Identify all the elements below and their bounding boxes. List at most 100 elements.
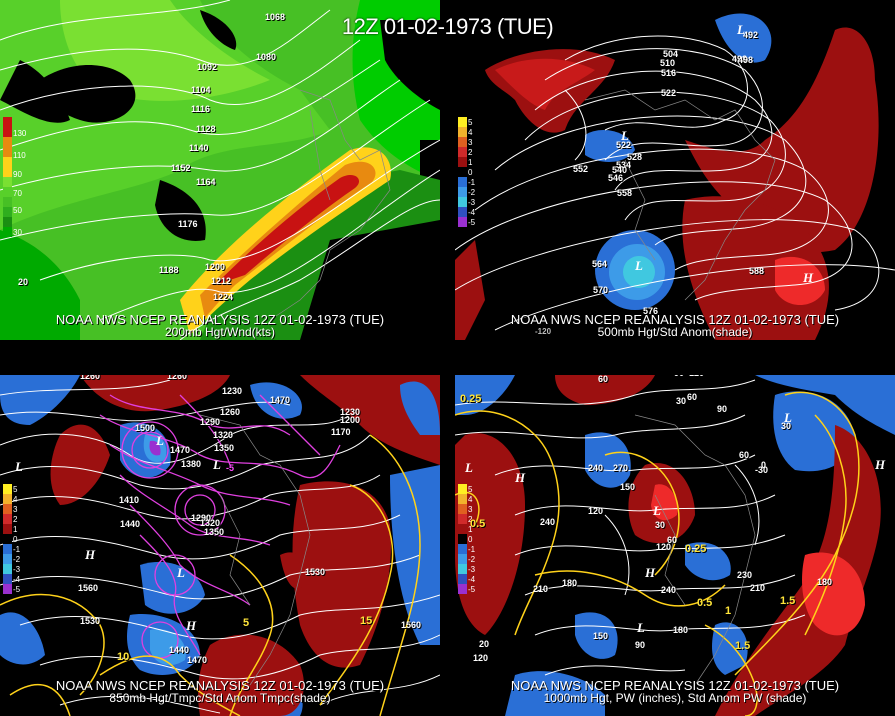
caption-field: 850mb Hgt/Tmpc/Std Anom Tmpc(shade) xyxy=(109,691,331,705)
panel-1000mb-height-precipitable-water: 5 4 3 2 1 0 -1 -2 -3 -4 -5 60 90 120 60 … xyxy=(455,375,895,716)
map-200mb xyxy=(0,0,440,340)
legend-label: 90 xyxy=(13,170,22,179)
contour-label: 1200 xyxy=(205,262,226,272)
caption-field: 200mb Hgt/Wnd(kts) xyxy=(164,325,276,339)
low-pressure-symbol: L xyxy=(465,460,473,475)
legend-label: 4 xyxy=(468,495,473,504)
low-pressure-symbol: L xyxy=(15,459,23,474)
anomaly-legend xyxy=(458,117,467,227)
contour-label: 120 xyxy=(656,542,672,552)
contour-label: 528 xyxy=(627,152,643,162)
legend-label: -1 xyxy=(468,178,476,187)
pw-label: 0.5 xyxy=(470,518,486,530)
contour-label: 150 xyxy=(593,631,609,641)
high-pressure-symbol: H xyxy=(186,618,197,633)
contour-label: 180 xyxy=(562,578,578,588)
caption-source: NOAA NWS NCEP REANALYSIS 12Z 01-02-1973 … xyxy=(510,312,840,327)
legend-label: 2 xyxy=(13,515,18,524)
pw-label: 1 xyxy=(725,605,732,617)
contour-label: 492 xyxy=(743,30,759,40)
legend-label: 5 xyxy=(13,485,18,494)
contour-label: 522 xyxy=(661,88,677,98)
contour-label: 60 xyxy=(667,535,678,545)
contour-label: 20 xyxy=(18,277,29,287)
legend-label: 50 xyxy=(13,206,22,215)
contour-label: 1140 xyxy=(189,143,209,153)
contour-label: 1380 xyxy=(181,459,202,469)
high-pressure-symbol: H xyxy=(515,470,526,485)
contour-label: 1500 xyxy=(135,423,156,433)
caption-field: 500mb Hgt/Std Anom(shade) xyxy=(597,325,753,339)
caption-source: NOAA NWS NCEP REANALYSIS 12Z 01-02-1973 … xyxy=(55,678,385,693)
low-pressure-symbol: L xyxy=(737,22,745,37)
contour-label: 1128 xyxy=(196,124,216,134)
contour-label: 240 xyxy=(540,517,556,527)
legend-label: -2 xyxy=(13,555,21,564)
contour-label: 1092 xyxy=(197,62,218,72)
contour-label: 30 xyxy=(676,396,687,406)
contour-label: 240 xyxy=(661,585,677,595)
caption-field: 1000mb Hgt, PW (inches), Std Anom PW (sh… xyxy=(543,691,807,705)
legend-label: 3 xyxy=(13,505,18,514)
low-pressure-symbol: L xyxy=(156,433,164,448)
contour-label: 1560 xyxy=(78,583,99,593)
contour-label: -30 xyxy=(755,465,769,475)
anomaly-legend xyxy=(458,484,467,594)
contour-label: 1350 xyxy=(204,527,225,537)
map-1000mb xyxy=(455,375,895,716)
pw-label: 0.5 xyxy=(697,597,713,609)
contour-label: 90 xyxy=(635,640,646,650)
contour-label: 534 xyxy=(616,160,632,170)
contour-label: 120 xyxy=(588,506,604,516)
contour-label: 504 xyxy=(663,49,679,59)
legend-label: -1 xyxy=(468,545,476,554)
contour-label: 1470 xyxy=(270,395,291,405)
pw-label: 0.25 xyxy=(685,543,707,555)
contour-label: 1290 xyxy=(191,513,212,523)
contour-label: 1440 xyxy=(169,645,190,655)
contour-label: 546 xyxy=(608,173,624,183)
map-500mb xyxy=(455,0,895,340)
contour-label: 1104 xyxy=(191,85,211,95)
contour-label: 1200 xyxy=(340,415,361,425)
contour-label: 1290 xyxy=(200,417,221,427)
anomaly-legend xyxy=(3,484,12,594)
contour-label: 1116 xyxy=(191,104,211,114)
legend-label: 70 xyxy=(13,189,22,198)
contour-label: 1560 xyxy=(401,620,422,630)
contour-label: 1260 xyxy=(80,375,101,381)
contour-label: 1230 xyxy=(222,386,243,396)
legend-label: 110 xyxy=(13,151,26,160)
contour-label: 150 xyxy=(620,482,636,492)
contour-label: 1080 xyxy=(256,52,277,62)
legend-label: 2 xyxy=(468,148,473,157)
contour-label: 270 xyxy=(613,463,629,473)
legend-label: 3 xyxy=(468,138,473,147)
panel-caption: NOAA NWS NCEP REANALYSIS 12Z 01-02-1973 … xyxy=(455,313,895,339)
caption-source: NOAA NWS NCEP REANALYSIS 12Z 01-02-1973 … xyxy=(510,678,840,693)
caption-source: NOAA NWS NCEP REANALYSIS 12Z 01-02-1973 … xyxy=(55,312,385,327)
legend-label: -3 xyxy=(13,565,21,574)
contour-label: 60 xyxy=(598,375,609,384)
legend-label: -4 xyxy=(468,208,476,217)
low-pressure-symbol: L xyxy=(177,565,185,580)
contour-label: 558 xyxy=(617,188,633,198)
contour-label: 90 xyxy=(674,375,684,378)
low-pressure-symbol: L xyxy=(637,620,645,635)
legend-label: 0 xyxy=(13,535,18,544)
contour-label: 1188 xyxy=(159,265,179,275)
high-pressure-symbol: H xyxy=(803,270,814,285)
legend-label: 2 xyxy=(468,515,473,524)
longitude-label: -120 xyxy=(535,327,552,336)
panel-200mb-height-wind: 130 110 90 70 50 30 1068 1080 1092 1104 … xyxy=(0,0,440,340)
legend-label: -5 xyxy=(468,218,476,227)
legend-label: 1 xyxy=(468,158,473,167)
legend-label: 1 xyxy=(468,525,473,534)
contour-label: 1260 xyxy=(167,375,188,381)
low-pressure-symbol: L xyxy=(653,503,661,518)
contour-label: 0 xyxy=(761,460,767,470)
map-850mb xyxy=(0,375,440,716)
contour-label: 60 xyxy=(687,392,698,402)
pw-label: 1.5 xyxy=(735,640,751,652)
contour-label: 1152 xyxy=(171,163,191,173)
